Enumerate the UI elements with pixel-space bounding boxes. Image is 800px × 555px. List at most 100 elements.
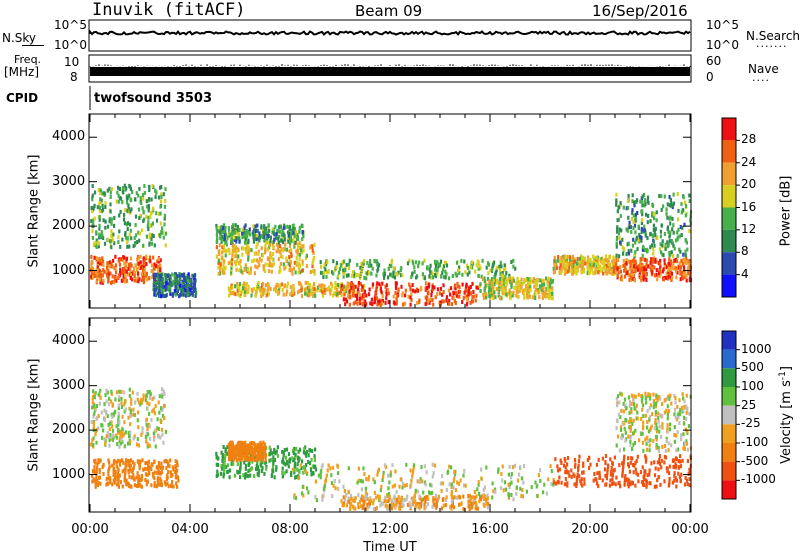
velocity-cell [346,503,348,507]
velocity-cell [99,389,101,393]
velocity-cell [150,483,152,487]
power-cell [234,284,236,288]
power-cell [467,297,469,301]
power-cell [686,241,688,245]
velocity-cell [653,460,655,464]
velocity-cell [631,457,633,461]
power-cell [116,200,118,204]
velocity-cell [114,398,116,402]
velocity-cell [147,432,149,436]
velocity-cell [269,446,271,450]
velocity-cell [365,477,367,481]
power-cell [477,259,479,263]
power-cell [517,295,519,299]
velocity-cell [129,459,131,463]
velocity-cell [534,481,536,485]
velocity-cell [155,404,157,408]
power-cell [150,211,152,215]
power-cell [683,272,685,276]
power-cell [666,207,668,211]
velocity-cell [228,443,230,447]
power-cell [470,265,472,269]
power-cell [375,273,377,277]
power-cell [123,213,125,217]
power-cell [645,267,647,271]
velocity-cell [126,479,128,483]
velocity-cell [618,463,620,467]
power-cell [642,195,644,199]
velocity-cell [687,482,689,486]
power-cell [261,246,263,250]
velocity-cell [132,413,134,417]
power-cell [475,286,477,290]
freq-jagged-edge [90,64,690,67]
velocity-cell [268,459,270,463]
velocity-cell [455,488,457,492]
velocity-cell [583,478,585,482]
velocity-cell [502,465,504,469]
power-cell [122,190,124,194]
power-cell [457,284,459,288]
power-cell [448,289,450,293]
power-cell [457,268,459,272]
velocity-cell [151,463,153,467]
velocity-panel [89,318,692,512]
velocity-cell [117,472,119,476]
power-cell [443,290,445,294]
velocity-cell [104,417,106,421]
power-cell [284,242,286,246]
velocity-cell [385,499,387,503]
velocity-cell [118,412,120,416]
power-cell [265,227,267,231]
power-cell [445,272,447,276]
velocity-cell [227,463,229,467]
velocity-cell [376,506,378,510]
velocity-cell [609,484,611,488]
power-cell [677,217,679,221]
velocity-cell [118,403,120,407]
power-cell [114,255,116,259]
power-cell [240,269,242,273]
power-cell [225,254,227,258]
velocity-cell [108,435,110,439]
power-cell [118,259,120,263]
power-cell [146,277,148,281]
power-cell [156,219,158,223]
power-cell [238,287,240,291]
power-cell [113,216,115,220]
velocity-cell [432,463,434,467]
power-cell [179,284,181,288]
power-cell [143,278,145,282]
velocity-cell [130,398,132,402]
power-cell [182,290,184,294]
velocity-cell [138,401,140,405]
velocity-cell [388,480,390,484]
velocity-cell [604,483,606,487]
power-cell [670,198,672,202]
power-cell [247,240,249,244]
power-cell [517,277,519,281]
power-cell [656,210,658,214]
power-cell [378,263,380,267]
power-cell [112,274,114,278]
velocity-cell [616,444,618,448]
power-cell [245,263,247,267]
power-cell [287,231,289,235]
velocity-cell [631,447,633,451]
velocity-cell [306,486,308,490]
power-cell [611,260,613,264]
velocity-cell [92,443,94,447]
velocity-cell [555,482,557,486]
power-cell [405,289,407,293]
power-cell [630,249,632,253]
power-cell [376,281,378,285]
velocity-cell [642,403,644,407]
power-cell [618,232,620,236]
power-cell [253,287,255,291]
velocity-cell [401,486,403,490]
power-cell [635,217,637,221]
power-cell [623,206,625,210]
power-cell [107,225,109,229]
power-cell [298,270,300,274]
power-cell [667,202,669,206]
